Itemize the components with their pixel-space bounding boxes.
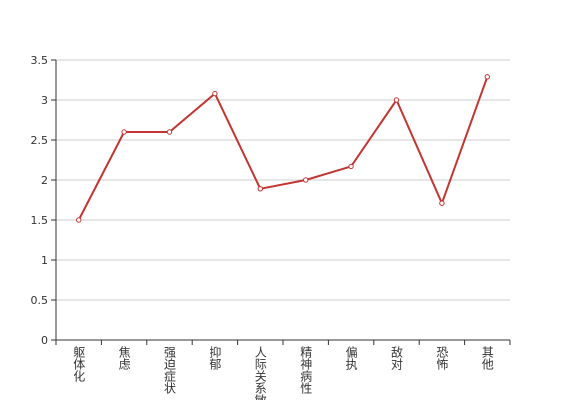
y-tick-label: 3: [41, 94, 48, 107]
y-tick-label: 2.5: [31, 134, 49, 147]
point: [121, 129, 127, 135]
point: [76, 217, 82, 223]
x-tick-label: 恐怖: [435, 346, 449, 370]
x-tick-label: 躯体化: [72, 345, 86, 383]
x-tick-label: 其他: [480, 346, 494, 370]
y-tick-label: 2: [41, 174, 48, 187]
x-tick-label: 偏执: [344, 345, 358, 371]
x-tick-label: 抑郁: [208, 345, 222, 371]
point: [212, 90, 218, 97]
y-tick-label: 3.5: [31, 54, 49, 67]
y-tick-label: 0: [41, 334, 48, 347]
point: [393, 97, 400, 103]
x-tick-label: 敌对: [390, 345, 404, 370]
y-tick-label: 1.5: [31, 214, 49, 227]
point: [166, 129, 173, 135]
x-tick-label: 人际关系敏感: [253, 346, 267, 400]
point: [439, 200, 445, 206]
line: [77, 76, 489, 221]
point: [303, 177, 309, 183]
point: [484, 74, 490, 80]
x-tick-label: 精神病性: [299, 346, 313, 395]
point: [348, 163, 354, 170]
x-tick-label: 焦虑: [117, 346, 131, 370]
point: [257, 186, 263, 192]
y-tick-label: 0.5: [31, 294, 49, 307]
x-tick-label: 强迫症状: [163, 346, 177, 394]
y-tick-label: 1: [41, 254, 48, 267]
